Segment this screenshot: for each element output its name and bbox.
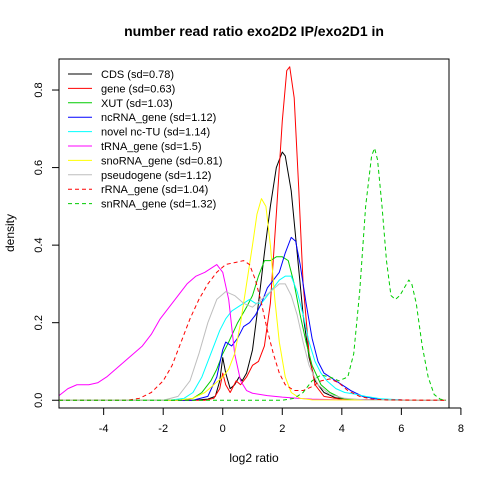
series-line-2 <box>59 66 447 401</box>
y-tick-label: 0.4 <box>33 237 45 252</box>
legend-label: ncRNA_gene (sd=1.12) <box>101 112 216 124</box>
series-line-5 <box>59 275 447 401</box>
x-tick-label: 8 <box>458 423 464 435</box>
y-tick-label: 0.6 <box>33 160 45 175</box>
x-tick-label: -4 <box>99 423 109 435</box>
x-tick-label: 2 <box>279 423 285 435</box>
x-tick-label: -2 <box>158 423 168 435</box>
series-line-10 <box>59 147 447 401</box>
y-tick-label: 0.8 <box>33 82 45 97</box>
legend-label: XUT (sd=1.03) <box>101 98 173 110</box>
series-layer <box>58 66 447 401</box>
y-tick-label: 0.2 <box>33 315 45 330</box>
legend: CDS (sd=0.78) gene (sd=0.63) XUT (sd=1.03)… <box>68 69 222 211</box>
x-axis-label: log2 ratio <box>229 451 279 465</box>
x-tick-label: 4 <box>339 423 345 435</box>
legend-label: pseudogene (sd=1.12) <box>101 170 211 182</box>
legend-label: rRNA_gene (sd=1.04) <box>101 184 208 196</box>
y-tick-label: 0.0 <box>33 393 45 408</box>
y-axis: 0.0 0.2 0.4 0.6 0.8 <box>33 82 60 408</box>
legend-label: gene (sd=0.63) <box>101 83 175 95</box>
y-axis-label: density <box>3 214 17 252</box>
series-line-9 <box>59 260 447 401</box>
x-tick-label: 6 <box>398 423 404 435</box>
legend-label: snRNA_gene (sd=1.32) <box>101 199 216 211</box>
series-line-6 <box>58 264 447 401</box>
legend-label: tRNA_gene (sd=1.5) <box>101 141 202 153</box>
series-line-3 <box>59 256 447 401</box>
legend-label: CDS (sd=0.78) <box>101 69 174 81</box>
chart-title: number read ratio exo2D2 IP/exo2D1 in <box>124 23 384 39</box>
series-line-8 <box>59 283 447 401</box>
series-line-7 <box>59 198 447 401</box>
x-tick-label: 0 <box>220 423 226 435</box>
legend-label: novel nc-TU (sd=1.14) <box>101 127 210 139</box>
x-axis: -4 -2 0 2 4 6 8 <box>99 407 464 435</box>
legend-label: snoRNA_gene (sd=0.81) <box>101 155 222 167</box>
